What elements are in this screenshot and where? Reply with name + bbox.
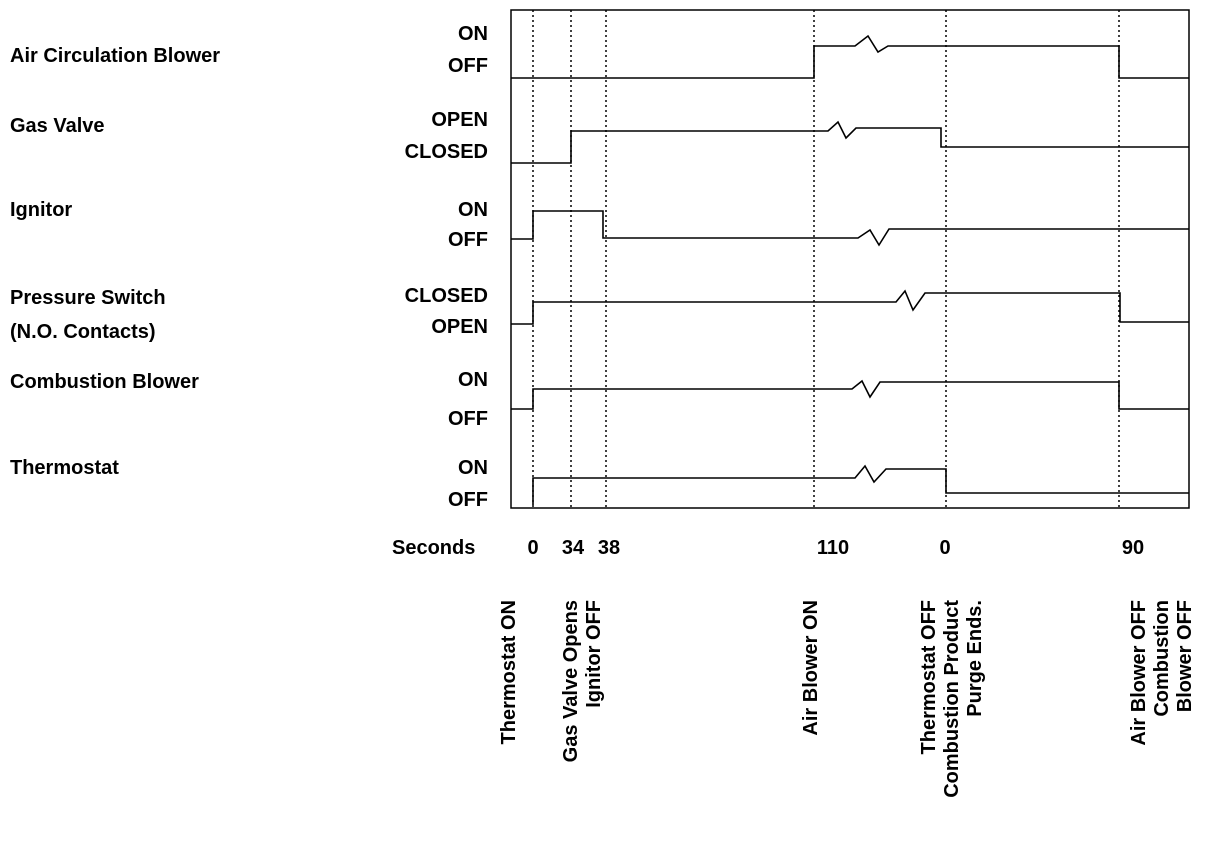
tick-34: 34 xyxy=(561,537,585,559)
event-line: Combustion Product xyxy=(941,600,963,798)
state-low-air-circulation-blower: OFF xyxy=(448,55,488,77)
event-line: Thermostat OFF xyxy=(918,600,940,755)
event-line: Combustion xyxy=(1151,600,1173,717)
signal-name-combustion-blower: Combustion Blower xyxy=(10,371,199,393)
state-high-air-circulation-blower: ON xyxy=(458,23,488,45)
event-line: Gas Valve Opens xyxy=(560,600,582,763)
state-high-combustion-blower: ON xyxy=(458,369,488,391)
signal-name-pressure-switch-sub: (N.O. Contacts) xyxy=(10,321,156,343)
wave-gas-valve xyxy=(511,120,1189,164)
event-air-blower-off: Air Blower OFF Combustion Blower OFF xyxy=(1128,600,1197,858)
event-thermostat-off: Thermostat OFF Combustion Product Purge … xyxy=(918,600,987,858)
wave-pressure-switch xyxy=(511,289,1189,325)
event-markers xyxy=(532,10,1120,508)
event-line: Ignitor OFF xyxy=(583,600,605,708)
tick-0: 0 xyxy=(527,537,539,559)
signal-name-thermostat: Thermostat xyxy=(10,457,119,479)
state-low-pressure-switch: OPEN xyxy=(431,316,488,338)
tick-0b: 0 xyxy=(939,537,951,559)
event-line: Air Blower OFF xyxy=(1128,600,1150,746)
state-high-gas-valve: OPEN xyxy=(431,109,488,131)
state-high-pressure-switch: CLOSED xyxy=(404,285,488,307)
signal-name-pressure-switch: Pressure Switch xyxy=(10,287,166,309)
tick-110: 110 xyxy=(816,537,850,559)
event-line: Purge Ends. xyxy=(964,600,986,717)
event-thermostat-on: Thermostat ON xyxy=(498,600,521,858)
event-air-blower-on: Air Blower ON xyxy=(800,600,823,858)
signal-name-ignitor: Ignitor xyxy=(10,199,73,221)
wave-air-circulation-blower xyxy=(511,34,1189,79)
wave-ignitor xyxy=(511,210,1189,247)
wave-combustion-blower xyxy=(511,379,1189,410)
state-low-gas-valve: CLOSED xyxy=(404,141,488,163)
tick-38: 38 xyxy=(597,537,621,559)
wave-thermostat xyxy=(532,464,1189,505)
state-high-thermostat: ON xyxy=(458,457,488,479)
state-low-thermostat: OFF xyxy=(448,489,488,511)
state-low-ignitor: OFF xyxy=(448,229,488,251)
signal-name-air-circulation-blower: Air Circulation Blower xyxy=(10,45,221,67)
event-line: Blower OFF xyxy=(1174,600,1196,713)
event-gas-valve-opens: Gas Valve Opens Ignitor OFF xyxy=(560,600,606,858)
tick-90: 90 xyxy=(1121,537,1145,559)
signal-name-gas-valve: Gas Valve xyxy=(10,115,105,137)
state-high-ignitor: ON xyxy=(458,199,488,221)
state-low-combustion-blower: OFF xyxy=(448,408,488,430)
time-axis-label: Seconds xyxy=(392,537,476,559)
diagram-frame xyxy=(510,9,1190,509)
event-line: Air Blower ON xyxy=(800,600,822,736)
event-line: Thermostat ON xyxy=(498,600,520,745)
